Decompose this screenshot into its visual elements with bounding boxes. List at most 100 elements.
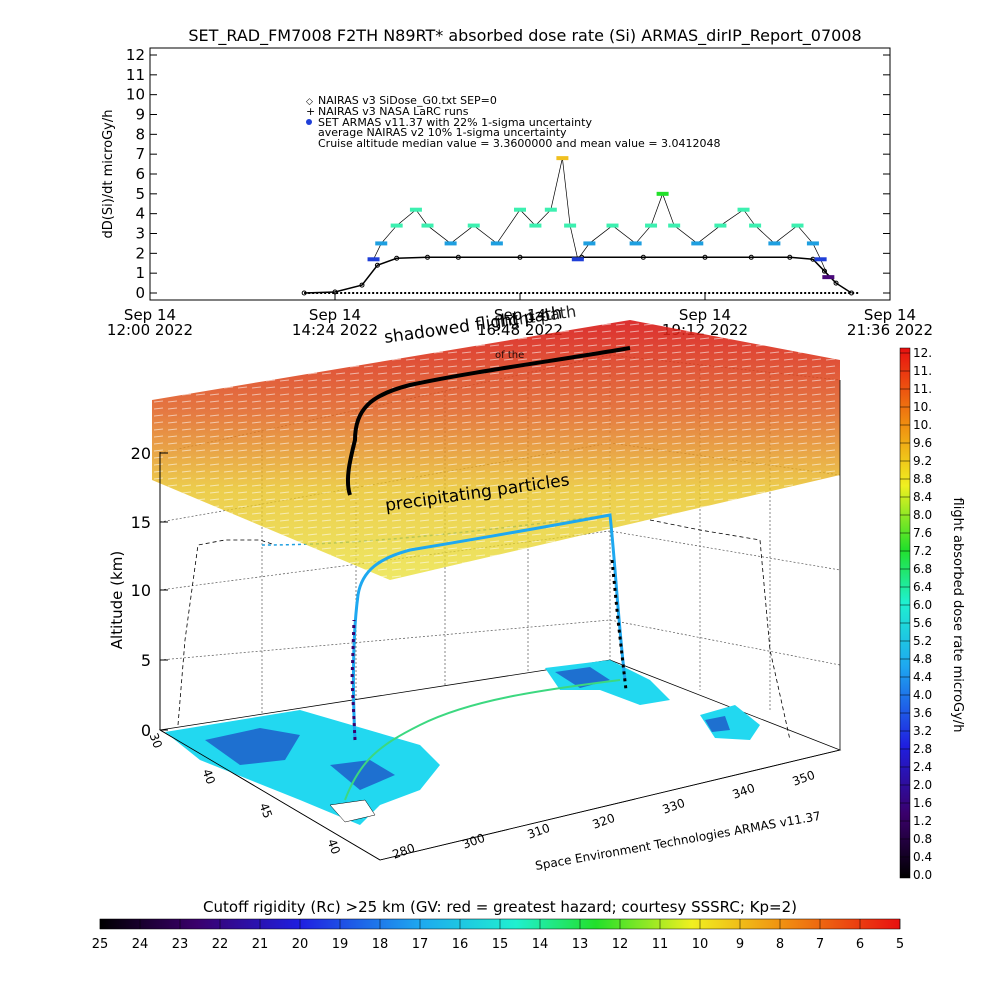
right-colorbar-tick-label: 9.2 (913, 454, 932, 468)
nairas-point (425, 254, 430, 260)
right-colorbar-tick-label: 5.6 (913, 616, 932, 630)
bottom-colorbar-tick-label: 24 (132, 937, 149, 952)
top-x-tick-label-date: Sep 14 (124, 306, 176, 324)
top-y-tick-label: 0 (135, 284, 145, 302)
armas-point (409, 207, 422, 212)
right-colorbar-tick-label: 11. (913, 364, 932, 378)
top-x-tick-label-time: 16:48 2022 (477, 321, 563, 339)
armas-point (606, 223, 619, 228)
top-y-tick-label: 4 (135, 205, 145, 223)
longitude-tick-label: 340 (730, 781, 756, 802)
top-y-tick-label: 9 (135, 106, 145, 124)
latitude-axis (159, 729, 381, 861)
right-colorbar-tick-label: 6.8 (913, 562, 932, 576)
bottom-colorbar-title: Cutoff rigidity (Rc) >25 km (GV: red = g… (203, 898, 797, 916)
armas-point (444, 241, 457, 246)
altitude-axis-label: Altitude (km) (108, 551, 126, 649)
top-plot-frame (149, 47, 891, 301)
top-y-tick-label: 7 (135, 145, 145, 163)
right-colorbar-tick-label: 8.4 (913, 490, 932, 504)
armas-point (514, 207, 526, 212)
top-y-tick-label: 3 (135, 225, 145, 243)
right-colorbar-tick-label: 1.2 (913, 814, 932, 828)
right-colorbar-tick-label: 5.2 (913, 634, 932, 648)
nairas-point (394, 255, 400, 261)
sheet-streak-texture (152, 320, 840, 580)
armas-point (749, 223, 762, 228)
armas-point (768, 241, 781, 246)
armas-point (814, 257, 827, 262)
armas-point (529, 223, 542, 228)
bottom-colorbar-tick-label: 21 (252, 937, 269, 952)
top-y-tick-label: 5 (135, 185, 145, 203)
altitude-tick-label: 0 (141, 721, 151, 740)
right-colorbar-gradient (899, 347, 911, 879)
right-colorbar-tick-label: 0.0 (913, 868, 932, 882)
nairas-point (455, 254, 461, 260)
right-colorbar-tick-label: 10. (913, 400, 932, 414)
top-y-tick-label: 2 (135, 244, 145, 262)
top-x-tick-label-time: 21:36 2022 (847, 321, 933, 339)
legend-item-nairas-v2: average NAIRAS v2 10% 1-sigma uncertaint… (318, 126, 567, 139)
right-colorbar-tick-label: 8.0 (913, 508, 932, 522)
annotation-overlap-of-the: of the (495, 350, 524, 361)
altitude-projection-left (177, 539, 276, 726)
legend-item-cruise-stats: Cruise altitude median value = 3.3600000… (318, 137, 721, 150)
bottom-colorbar-tick-label: 20 (292, 937, 309, 952)
bottom-colorbar-tick-label: 8 (776, 937, 784, 952)
top-y-tick-label: 10 (126, 86, 145, 104)
top-y-tick-label: 11 (126, 66, 145, 84)
armas-point (737, 207, 750, 212)
right-colorbar-tick-label: 8.8 (913, 472, 932, 486)
top-legend: ◇ NAIRAS v3 SiDose_G0.txt SEP=0 + NAIRAS… (306, 94, 721, 150)
bottom-colorbar-tick-label: 12 (612, 937, 629, 952)
longitude-axis (379, 749, 841, 861)
top-x-tick-label-date: Sep 14 (679, 306, 731, 324)
top-y-tick-label: 12 (126, 46, 145, 64)
latitude-ticks: 30 40 45 40 (147, 729, 381, 861)
legend-marker-dot (306, 119, 312, 125)
top-series-layer (301, 156, 860, 296)
armas-point (822, 275, 835, 280)
altitude-projection-right (649, 519, 791, 741)
altitude-ticks: 0 5 10 15 20 (131, 444, 168, 740)
armas-point (571, 257, 584, 262)
flight-path-3d-descent (610, 559, 628, 691)
armas-point (645, 223, 658, 228)
latitude-tick-label: 40 (325, 837, 343, 856)
nairas-point (748, 254, 754, 260)
top-y-tick-label: 8 (135, 125, 145, 143)
armas-point (583, 241, 596, 246)
armas-point (656, 191, 669, 196)
top-y-tick-label: 6 (135, 165, 145, 183)
bottom-colorbar-tick-label: 5 (896, 937, 904, 952)
top-y-tick-label: 1 (135, 264, 145, 282)
bottom-colorbar-tick-label: 7 (816, 937, 824, 952)
armas-point (691, 241, 704, 246)
bottom-colorbar-tick-label: 16 (452, 937, 469, 952)
bottom-colorbar-tick-label: 19 (332, 937, 349, 952)
bottom-colorbar: Cutoff rigidity (Rc) >25 km (GV: red = g… (92, 898, 904, 952)
land-north-america-detail (205, 728, 395, 790)
armas-point (564, 223, 577, 228)
armas-point (791, 223, 804, 228)
right-colorbar-ticks: 12. 11. 11. 10. 10. 9.6 9.2 8.8 8.4 8.0 7.6 7.2 6.8 6… (900, 346, 932, 882)
right-colorbar-tick-label: 12. (913, 346, 932, 360)
right-colorbar-tick-label: 2.0 (913, 778, 932, 792)
bottom-colorbar-tick-label: 14 (532, 937, 549, 952)
right-colorbar-tick-label: 11. (913, 382, 932, 396)
nairas-point (359, 282, 365, 288)
top-x-tick-label-time: 14:24 2022 (292, 321, 378, 339)
legend-item-nairas-larc: NAIRAS v3 NASA LaRC runs (318, 105, 469, 118)
bottom-colorbar-tick-label: 22 (212, 937, 229, 952)
top-x-tick-label-date: Sep 14 (494, 306, 546, 324)
land-iberia-detail (705, 716, 730, 732)
series-line-armas (373, 158, 829, 278)
bottom-colorbar-tick-label: 23 (172, 937, 189, 952)
nairas-point (833, 280, 839, 286)
right-colorbar-tick-label: 10. (913, 418, 932, 432)
longitude-tick-label: 320 (590, 811, 616, 832)
right-colorbar-label: flight absorbed dose rate microGy/h (950, 498, 965, 733)
